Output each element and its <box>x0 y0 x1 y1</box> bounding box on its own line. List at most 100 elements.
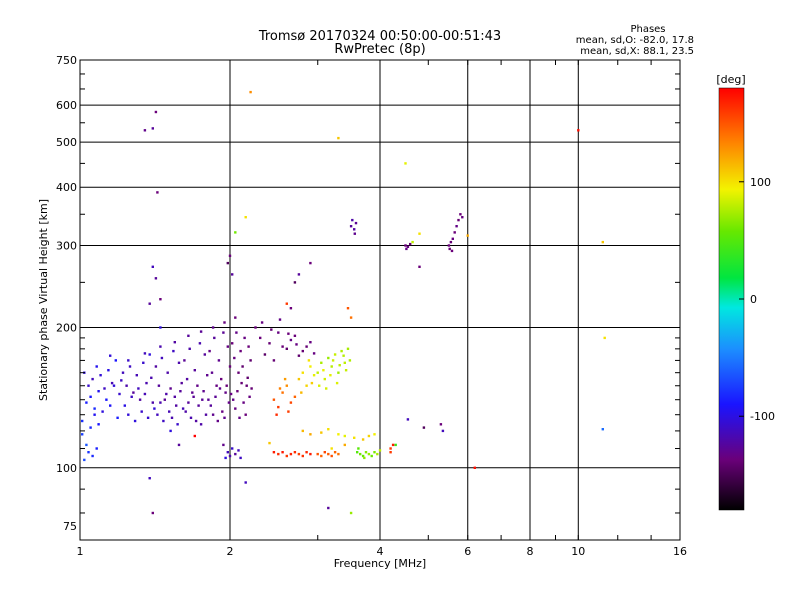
data-point <box>353 228 356 231</box>
data-point <box>156 413 159 416</box>
data-point <box>97 390 100 393</box>
data-point <box>234 452 237 456</box>
data-point <box>169 387 172 390</box>
data-point <box>154 365 158 368</box>
data-point <box>473 466 476 469</box>
data-point <box>159 298 162 301</box>
data-point <box>222 443 225 447</box>
data-point <box>364 451 368 454</box>
data-point <box>289 338 293 342</box>
data-point <box>216 419 219 423</box>
data-point <box>237 371 240 374</box>
data-point <box>223 321 226 324</box>
data-point <box>229 392 233 396</box>
data-point <box>418 232 421 235</box>
data-point <box>173 395 176 398</box>
data-point <box>246 376 249 379</box>
data-point <box>128 365 132 368</box>
data-point <box>459 213 462 216</box>
data-point <box>151 511 154 515</box>
data-point <box>297 354 301 357</box>
data-point <box>187 334 190 337</box>
data-point <box>287 332 290 335</box>
data-point <box>95 447 98 450</box>
data-point <box>389 447 392 450</box>
data-point <box>197 404 200 407</box>
data-point <box>348 359 352 362</box>
data-point <box>138 398 142 401</box>
data-point <box>270 328 273 331</box>
data-point <box>329 374 332 377</box>
data-point <box>156 191 159 194</box>
data-point <box>93 407 96 410</box>
data-point <box>331 359 335 362</box>
data-point <box>404 162 407 165</box>
colorbar-label: [deg] <box>716 73 745 86</box>
data-point <box>301 429 304 433</box>
data-point <box>316 371 319 374</box>
data-point <box>343 434 346 438</box>
data-point <box>191 391 194 394</box>
data-point <box>349 225 353 228</box>
data-point <box>221 410 224 413</box>
data-point <box>259 336 262 340</box>
data-point <box>180 381 183 385</box>
colorbar-tick-label: -100 <box>750 410 775 423</box>
data-point <box>140 410 143 413</box>
data-point <box>118 392 121 396</box>
data-point <box>196 384 199 387</box>
data-point <box>281 451 284 454</box>
data-point <box>244 413 247 416</box>
data-point <box>285 384 288 387</box>
data-point <box>340 349 343 353</box>
data-point <box>297 452 301 456</box>
colorbar-tick-label: 100 <box>750 176 771 189</box>
data-point <box>327 506 330 510</box>
data-point <box>457 218 460 222</box>
data-point <box>187 401 190 404</box>
colorbar-ticks: 100 0 -100 <box>739 176 775 423</box>
data-point <box>309 341 312 344</box>
data-point <box>168 410 171 413</box>
data-point <box>244 481 247 484</box>
data-point <box>85 443 88 447</box>
data-point <box>404 244 407 247</box>
data-points <box>81 90 606 515</box>
data-point <box>220 377 223 381</box>
data-point <box>247 345 250 348</box>
data-point <box>272 451 276 454</box>
y-axis-label: Stationary phase Virtual Height [km] <box>37 199 50 401</box>
data-point <box>300 391 303 394</box>
data-point <box>301 349 304 353</box>
data-point <box>240 381 243 385</box>
data-point <box>103 387 106 390</box>
data-point <box>305 345 308 348</box>
data-point <box>309 261 312 265</box>
data-point <box>275 413 278 416</box>
data-point <box>293 395 297 398</box>
data-point <box>169 429 172 433</box>
data-point <box>101 410 104 413</box>
data-point <box>337 433 340 436</box>
data-point <box>112 384 116 387</box>
data-point <box>228 254 232 257</box>
data-point <box>601 428 604 431</box>
x-tick-label: 8 <box>527 545 534 558</box>
data-point <box>130 395 133 398</box>
data-point <box>154 110 158 114</box>
data-point <box>244 216 247 219</box>
data-point <box>338 364 341 367</box>
data-point <box>354 221 358 225</box>
data-point <box>441 429 445 433</box>
data-point <box>109 404 112 407</box>
data-point <box>323 377 326 381</box>
data-point <box>320 454 323 458</box>
data-point <box>260 321 264 324</box>
data-point <box>226 451 229 454</box>
data-point <box>351 218 354 222</box>
data-point <box>603 336 606 340</box>
data-point <box>166 371 169 374</box>
data-point <box>143 129 147 132</box>
data-point <box>327 356 330 360</box>
data-point <box>239 456 242 460</box>
